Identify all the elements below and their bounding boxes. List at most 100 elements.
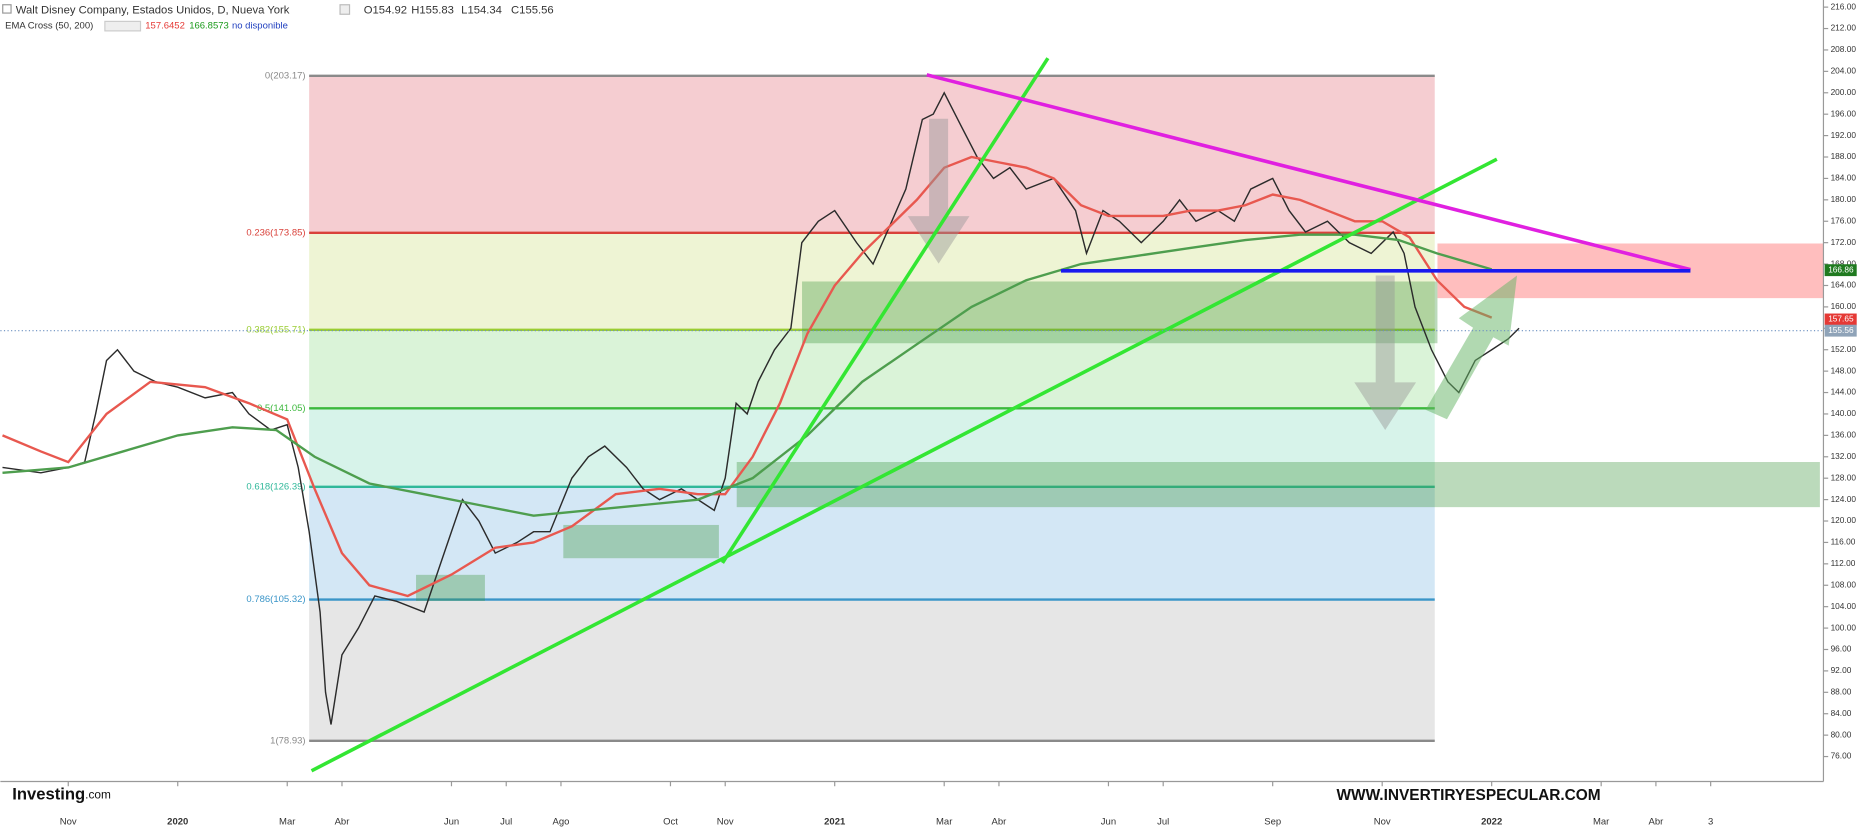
open: O154.92 — [364, 5, 407, 17]
y-tick-label: 176.00 — [1831, 215, 1857, 225]
fib-zone — [309, 75, 1435, 233]
y-tick-label: 88.00 — [1831, 687, 1852, 697]
fib-zone — [309, 232, 1435, 330]
y-tick-label: 136.00 — [1831, 430, 1857, 440]
title: Walt Disney Company, Estados Unidos, D, … — [16, 5, 290, 17]
x-tick-label: Nov — [1374, 816, 1391, 827]
logo: Investing.com — [12, 785, 111, 804]
indicator-title: EMA Cross (50, 200) — [5, 21, 93, 32]
x-tick-label: Mar — [279, 816, 295, 827]
x-tick-label: Ago — [553, 816, 570, 827]
y-tick-label: 100.00 — [1831, 622, 1857, 632]
indicator-value: 157.6452 — [145, 21, 185, 32]
fib-label: 0.786(105.32) — [246, 594, 305, 605]
ema-line — [2, 155, 1493, 598]
y-tick-label: 212.00 — [1831, 23, 1857, 33]
logo-suffix: .com — [85, 788, 111, 802]
y-tick-label: 96.00 — [1831, 644, 1852, 654]
fib-label: 0.618(126.39) — [246, 481, 305, 492]
logo-text: Investing — [12, 785, 85, 804]
y-tick-label: 196.00 — [1831, 108, 1857, 118]
x-tick-label: Jul — [1157, 816, 1169, 827]
y-tick-label: 84.00 — [1831, 708, 1852, 718]
y-tick-label: 148.00 — [1831, 365, 1857, 375]
y-tick-label: 132.00 — [1831, 451, 1857, 461]
x-tick-label: Mar — [1593, 816, 1609, 827]
y-tick-label: 204.00 — [1831, 66, 1857, 76]
y-tick-label: 192.00 — [1831, 130, 1857, 140]
y-tick-label: 116.00 — [1831, 537, 1856, 547]
ema-line — [2, 233, 1493, 517]
trend-line — [310, 157, 1498, 773]
close: C155.56 — [511, 5, 554, 17]
price-tag — [1824, 313, 1857, 326]
x-tick-label: 2020 — [167, 816, 188, 827]
y-tick-label: 172.00 — [1831, 237, 1857, 247]
price-line — [2, 91, 1520, 725]
annotations — [416, 243, 1824, 601]
y-tick-label: 208.00 — [1831, 44, 1857, 54]
zone — [802, 281, 1438, 344]
watermark: WWW.INVERTIRYESPECULAR.COM — [1336, 787, 1600, 804]
y-tick-label: 152.00 — [1831, 344, 1857, 354]
x-tick-label: 2021 — [824, 816, 846, 827]
y-tick-label: 76.00 — [1831, 751, 1852, 761]
x-tick-label: 2022 — [1481, 816, 1502, 827]
price-tag — [1824, 264, 1857, 277]
y-tick-label: 112.00 — [1831, 558, 1856, 568]
y-tick-label: 180.00 — [1831, 194, 1857, 204]
x-tick-label: Nov — [717, 816, 734, 827]
annotations — [310, 57, 1691, 773]
fib-label: 0.382(155.71) — [246, 324, 305, 335]
y-tick-label: 216.00 — [1831, 1, 1857, 11]
x-tick-label: Mar — [936, 816, 952, 827]
fib-label: 0.236(173.85) — [246, 227, 305, 238]
zone — [563, 524, 719, 559]
price-tag-label: 157.65 — [1828, 314, 1854, 324]
x-tick-label: Jun — [444, 816, 459, 827]
x-tick-label: Jun — [1101, 816, 1116, 827]
y-tick-label: 168.00 — [1831, 258, 1857, 268]
settings-icon[interactable] — [339, 4, 351, 15]
y-tick-label: 104.00 — [1831, 601, 1857, 611]
arrow — [907, 118, 970, 264]
x-tick-label: 3 — [1708, 816, 1713, 827]
low: L154.34 — [461, 5, 502, 17]
y-tick-label: 128.00 — [1831, 472, 1857, 482]
fib-zone — [309, 329, 1435, 409]
fib-zone — [309, 408, 1435, 487]
y-tick-label: 80.00 — [1831, 729, 1852, 739]
x-tick-label: Abr — [335, 816, 350, 827]
trend-line — [926, 73, 1691, 272]
price-tag — [1824, 324, 1857, 337]
trend-line — [720, 57, 1050, 564]
indicator-value: no disponible — [232, 21, 288, 32]
fibonacci: 0(203.17) 0.236(173.85) 0.382(155.71) 0.5(1… — [246, 70, 1435, 746]
y-tick-label: 160.00 — [1831, 301, 1857, 311]
x-tick-label: Abr — [992, 816, 1007, 827]
x-tick-label: Jul — [500, 816, 512, 827]
fib-zone — [309, 599, 1435, 741]
y-tick-label: 184.00 — [1831, 173, 1857, 183]
collapse-icon[interactable] — [2, 4, 12, 14]
arrow — [1354, 275, 1417, 430]
x-tick-label: Nov — [60, 816, 77, 827]
zone — [416, 574, 485, 601]
y-tick-label: 144.00 — [1831, 387, 1857, 397]
y-tick-label: 108.00 — [1831, 579, 1857, 589]
price-tag-label: 155.56 — [1828, 325, 1854, 335]
plot — [2, 91, 1520, 725]
y-tick-label: 92.00 — [1831, 665, 1852, 675]
y-tick-label: 140.00 — [1831, 408, 1857, 418]
y-tick-label: 200.00 — [1831, 87, 1857, 97]
indicator-icons[interactable] — [104, 20, 142, 32]
y-tick-label: 188.00 — [1831, 151, 1857, 161]
high: H155.83 — [411, 5, 454, 17]
x-tick-label: Oct — [663, 816, 678, 827]
fib-label: 0(203.17) — [265, 70, 306, 81]
y-tick-label: 120.00 — [1831, 515, 1857, 525]
fib-label: 0.5(141.05) — [257, 403, 306, 414]
